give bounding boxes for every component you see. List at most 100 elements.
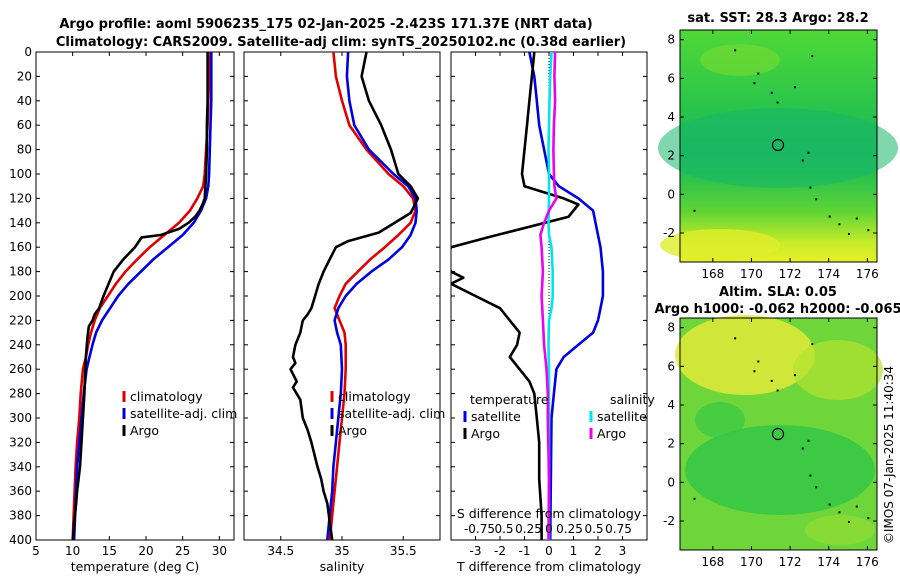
island-speck	[757, 360, 760, 363]
island-speck	[848, 521, 850, 523]
island-speck	[867, 517, 870, 520]
x-tick-label: 25	[175, 544, 190, 558]
legend-label: Argo	[130, 423, 159, 438]
x2-tick-label: 0.5	[584, 522, 603, 536]
island-speck	[867, 229, 870, 232]
salinity-line-climatology	[328, 52, 417, 540]
y-tick-label: 4	[667, 110, 675, 124]
y-tick-label: 2	[667, 149, 675, 163]
y-tick-label: 380	[9, 509, 32, 523]
legend-group-salinity: salinity	[610, 392, 655, 407]
island-speck	[770, 379, 773, 382]
x-tick-label: -1	[519, 544, 531, 558]
sla-map	[675, 315, 883, 551]
y-tick-label: 4	[667, 398, 675, 412]
y-tick-label: 80	[17, 143, 32, 157]
x-tick-label: 20	[138, 544, 153, 558]
y-tick-label: 100	[9, 167, 32, 181]
x-tick-label: 15	[102, 544, 117, 558]
difference-line-t-argo	[451, 52, 580, 540]
x-tick-label: 170	[740, 555, 763, 569]
y-tick-label: 20	[17, 69, 32, 83]
x-tick-label: 176	[856, 555, 879, 569]
y-tick-label: 180	[9, 265, 32, 279]
temperature-series	[71, 52, 213, 540]
x-tick-label: 0	[545, 544, 553, 558]
y-tick-label: 320	[9, 435, 32, 449]
y-tick-label: -2	[663, 514, 675, 528]
difference-xlabel: T difference from climatology	[456, 559, 642, 574]
legend-label: satellite-adj. clim	[338, 406, 445, 421]
island-speck	[855, 217, 858, 220]
salinity-xlabel: salinity	[320, 559, 365, 574]
x-tick-label: 5	[32, 544, 40, 558]
sst-argo-location-marker	[771, 138, 785, 152]
x-tick-label: 170	[740, 267, 763, 281]
difference-line-s-argo	[539, 52, 558, 540]
island-speck	[753, 82, 756, 85]
island-speck	[815, 198, 818, 201]
legend-label: Argo	[597, 426, 626, 441]
island-speck	[693, 209, 696, 212]
island-speck	[801, 447, 804, 450]
salinity-line-satellite-adj-clim	[326, 52, 419, 540]
x-tick-label: 172	[779, 267, 802, 281]
profile-panel-difference: -3 -2 -1 0 1 2 3T difference from climatology t…	[450, 51, 655, 574]
x2-tick-label: 0.75	[605, 522, 632, 536]
temperature-xlabel: temperature (deg C)	[71, 559, 200, 574]
island-speck	[757, 72, 760, 75]
sst-map-axes: 168 170 172 174 176 -2 0 2 4 6 8	[663, 30, 879, 281]
y-tick-label: 200	[9, 289, 32, 303]
island-speck	[828, 215, 831, 218]
island-speck	[809, 186, 812, 189]
salinity-series	[289, 52, 420, 540]
x-tick-label: 174	[817, 267, 840, 281]
y-tick-label: 0	[667, 187, 675, 201]
y-tick-label: 160	[9, 240, 32, 254]
x-tick-label: 1	[570, 544, 578, 558]
y-tick-label: 6	[667, 71, 675, 85]
y-tick-label: 8	[667, 33, 675, 47]
x-tick-label: 35.5	[390, 544, 417, 558]
profile-panel-salinity: 34.5 35 35.5 salinity climatology satellite-a…	[243, 51, 445, 574]
x-tick-label: -3	[470, 544, 482, 558]
salinity-frame	[243, 51, 441, 541]
x-tick-label: 174	[817, 555, 840, 569]
y-tick-label: 220	[9, 313, 32, 327]
difference-series	[451, 52, 605, 540]
island-speck	[848, 233, 850, 235]
difference-line-s-satellite	[547, 52, 555, 540]
y-tick-label: 120	[9, 191, 32, 205]
island-speck	[809, 474, 812, 477]
island-speck	[815, 486, 818, 489]
temperature-line-argo	[71, 52, 209, 540]
y-tick-label: 0	[667, 475, 675, 489]
island-speck	[811, 343, 814, 346]
x-tick-label: 10	[65, 544, 80, 558]
legend-label: satellite	[597, 409, 647, 424]
island-speck	[807, 439, 810, 442]
sla-map-title: Altim. SLA: 0.05	[719, 285, 837, 300]
y-tick-label: 360	[9, 484, 32, 498]
island-speck	[838, 511, 841, 514]
profile-panels: 0204060801001201401601802002202402602803…	[9, 45, 655, 574]
y-tick-label: 0	[24, 45, 32, 59]
y-tick-label: 340	[9, 460, 32, 474]
legend-label: satellite-adj. clim	[130, 406, 237, 421]
x2-tick-label: 0.5	[494, 522, 513, 536]
difference-xlabel2: S difference from climatology	[457, 506, 642, 521]
y-tick-label: 2	[667, 437, 675, 451]
legend-group-temperature: temperature	[470, 392, 549, 407]
island-speck	[838, 223, 841, 226]
x-tick-label: 3	[619, 544, 627, 558]
y-tick-label: 300	[9, 411, 32, 425]
legend-label: climatology	[130, 389, 203, 404]
x2-tick-label: 0.25	[556, 522, 583, 536]
x-tick-label: -2	[494, 544, 506, 558]
island-speck	[855, 505, 858, 508]
x-tick-label: 34.5	[267, 544, 294, 558]
temperature-frame	[35, 51, 235, 541]
legend-label: Argo	[338, 423, 367, 438]
sla-argo-location-marker	[771, 427, 785, 441]
sla-map-title2: Argo h1000: -0.062 h2000: -0.065	[654, 302, 900, 317]
